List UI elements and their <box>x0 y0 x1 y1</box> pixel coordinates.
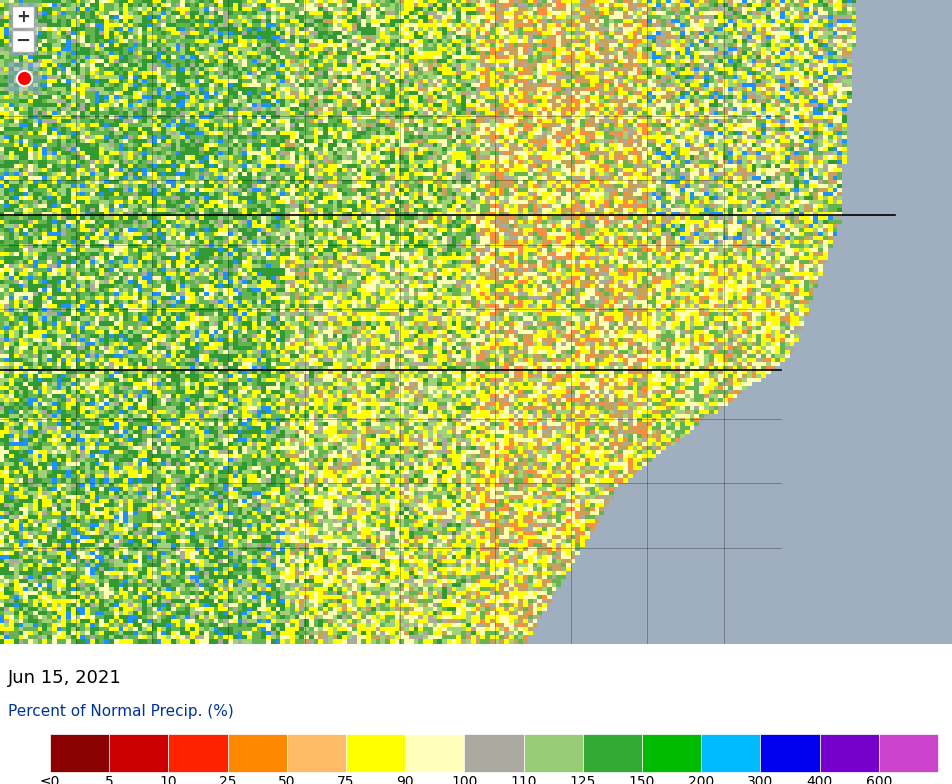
Text: 150: 150 <box>629 775 655 784</box>
Text: 200: 200 <box>688 775 714 784</box>
Bar <box>287 734 346 772</box>
Text: 600: 600 <box>865 775 892 784</box>
Text: 90: 90 <box>396 775 414 784</box>
Text: 110: 110 <box>510 775 537 784</box>
Text: 50: 50 <box>278 775 295 784</box>
Text: 400: 400 <box>806 775 833 784</box>
Text: Jun 15, 2021: Jun 15, 2021 <box>8 670 122 688</box>
FancyBboxPatch shape <box>8 62 40 94</box>
Text: 300: 300 <box>747 775 774 784</box>
Bar <box>879 734 938 772</box>
Bar <box>406 734 465 772</box>
Bar <box>169 734 228 772</box>
Bar <box>50 734 109 772</box>
Bar <box>524 734 583 772</box>
Bar <box>761 734 820 772</box>
Text: 75: 75 <box>337 775 355 784</box>
Text: +: + <box>16 8 30 26</box>
Bar <box>820 734 879 772</box>
Bar <box>702 734 761 772</box>
Bar <box>12 30 34 52</box>
Bar <box>228 734 287 772</box>
Text: 25: 25 <box>219 775 236 784</box>
Bar <box>583 734 642 772</box>
Text: 125: 125 <box>569 775 596 784</box>
Text: 100: 100 <box>451 775 478 784</box>
Bar <box>346 734 406 772</box>
Text: Percent of Normal Precip. (%): Percent of Normal Precip. (%) <box>8 704 234 719</box>
Bar <box>109 734 169 772</box>
Text: ≤0: ≤0 <box>40 775 60 784</box>
Text: 10: 10 <box>160 775 177 784</box>
Text: 5: 5 <box>105 775 113 784</box>
Bar <box>642 734 702 772</box>
Bar <box>12 6 34 28</box>
Bar <box>465 734 524 772</box>
Text: −: − <box>15 32 30 50</box>
FancyBboxPatch shape <box>9 3 37 55</box>
